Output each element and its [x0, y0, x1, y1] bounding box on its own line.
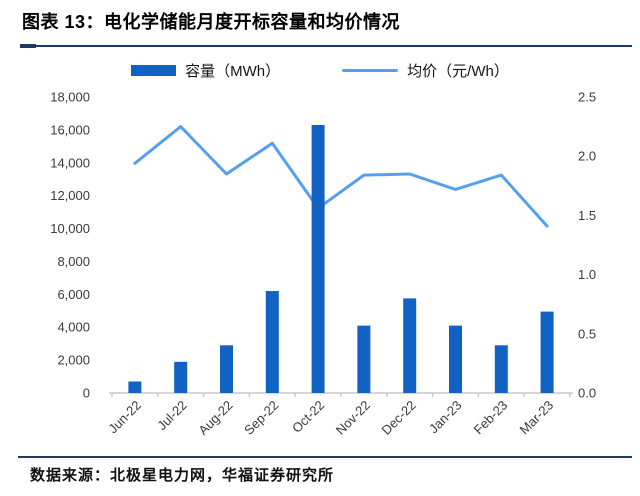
x-axis-label-nov-22: Nov-22	[333, 398, 373, 438]
title-rule	[20, 45, 632, 47]
right-axis-tick-2: 1.0	[578, 267, 596, 282]
chart-canvas: 0 2,000 4,000 6,000 8,000 10,000 12,000 14,000 1…	[50, 90, 596, 438]
capacity-bar-mar-23	[540, 311, 554, 393]
right-axis-tick-5: 2.5	[578, 90, 596, 105]
x-axis-label-sep-22: Sep-22	[241, 398, 281, 438]
line-series-marker-icon	[342, 69, 399, 72]
left-axis-tick-5: 10,000	[50, 221, 90, 236]
left-axis-tick-0: 0	[83, 386, 90, 401]
legend-item-capacity: 容量（MWh）	[131, 60, 280, 81]
x-axis-label-mar-23: Mar-23	[516, 398, 556, 438]
x-axis-label-feb-23: Feb-23	[471, 398, 511, 438]
capacity-bar-aug-22	[220, 345, 233, 393]
x-axis-label-aug-22: Aug-22	[195, 398, 235, 438]
capacity-bar-dec-22	[403, 298, 417, 393]
footer-rule	[18, 456, 632, 458]
left-axis-tick-8: 16,000	[50, 122, 90, 137]
capacity-bar-feb-23	[494, 345, 508, 393]
capacity-bar-jun-22	[128, 381, 142, 393]
capacity-bar-sep-22	[265, 291, 279, 393]
price-line	[133, 125, 549, 228]
x-axis-label-jun-22: Jun-22	[105, 398, 144, 437]
capacity-bar-jan-23	[449, 325, 462, 393]
right-axis-tick-0: 0.0	[578, 386, 596, 401]
right-axis-tick-4: 2.0	[578, 149, 596, 164]
x-axis-label-jan-23: Jan-23	[426, 398, 465, 437]
capacity-bar-oct-22	[311, 125, 325, 393]
x-axis-label-oct-22: Oct-22	[289, 398, 327, 436]
right-axis-tick-1: 0.5	[578, 326, 596, 341]
left-axis-tick-1: 2,000	[57, 353, 90, 368]
capacity-bar-jul-22	[174, 361, 188, 393]
x-axis-label-jul-22: Jul-22	[154, 398, 190, 434]
title-rule-cap	[20, 44, 36, 48]
legend-label-capacity: 容量（MWh）	[185, 63, 281, 80]
left-axis-tick-4: 8,000	[57, 254, 90, 269]
bar-series-marker-icon	[131, 65, 177, 76]
figure-title: 图表 13：电化学储能月度开标容量和均价情况	[22, 12, 401, 32]
left-axis-tick-7: 14,000	[50, 155, 90, 170]
x-axis-label-dec-22: Dec-22	[379, 398, 419, 438]
left-axis-tick-3: 6,000	[57, 287, 90, 302]
chart-legend: 容量（MWh） 均价（元/Wh）	[0, 60, 640, 81]
legend-label-price: 均价（元/Wh）	[407, 63, 509, 80]
left-axis-tick-6: 12,000	[50, 188, 90, 203]
left-axis-tick-2: 4,000	[57, 320, 90, 335]
capacity-bar-nov-22	[357, 325, 371, 393]
data-source: 数据来源：北极星电力网，华福证券研究所	[30, 468, 335, 484]
left-axis-tick-9: 18,000	[50, 90, 90, 105]
right-axis-tick-3: 1.5	[578, 208, 596, 223]
legend-item-price: 均价（元/Wh）	[342, 60, 509, 81]
